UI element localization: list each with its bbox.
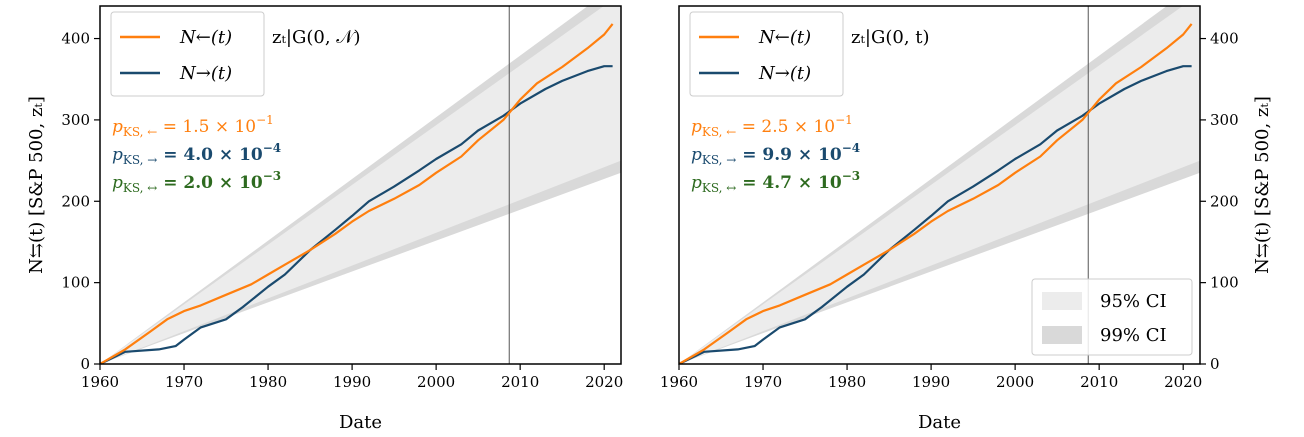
ks-symbol: p: [691, 117, 702, 137]
ks-exponent: −3: [263, 169, 281, 183]
ks-value: = 9.9 × 10: [736, 145, 842, 165]
ks-statistic: pKS, → = 4.0 × 10−4: [112, 141, 281, 167]
x-tick-label: 2000: [417, 373, 455, 391]
ci-legend: 95% CI 99% CI: [1031, 278, 1193, 356]
series-line-backward: [100, 23, 614, 364]
x-tick-label: 2020: [1164, 373, 1202, 391]
legend: N←(t) N→(t): [110, 11, 265, 97]
series-line-forward: [100, 65, 613, 364]
ks-value: = 1.5 × 10: [157, 117, 256, 137]
ks-subscript: KS, →: [123, 153, 157, 167]
y-tick-label: 300: [61, 111, 90, 129]
x-tick-label: 1990: [333, 373, 371, 391]
ci-legend-label: 95% CI: [1100, 291, 1167, 312]
legend-box: [110, 11, 265, 97]
y-tick-label: 0: [1210, 355, 1220, 373]
ks-symbol: p: [691, 173, 702, 193]
x-tick-label: 2010: [501, 373, 539, 391]
chart-panel-right: 1960 1970 1980 1990 2000 2010 2020 0 100 200 300 40…: [660, 5, 1273, 433]
y-tick-label: 400: [61, 30, 90, 48]
ks-symbol: p: [112, 117, 123, 137]
y-tick-label: 400: [1210, 30, 1239, 48]
legend-box: [689, 11, 844, 97]
ks-symbol: p: [112, 145, 123, 165]
x-axis-label: Date: [339, 412, 382, 433]
ks-exponent: −1: [256, 113, 274, 127]
y-tick-label: 200: [61, 192, 90, 210]
axes-frame: [99, 5, 622, 365]
x-tick-label: 1980: [828, 373, 866, 391]
x-tick-label: 1990: [912, 373, 950, 391]
panel-annotation: zₜ|G(0, 𝒩): [272, 27, 361, 48]
y-tick-label: 100: [61, 274, 90, 292]
x-tick-label: 2000: [996, 373, 1034, 391]
ks-exponent: −4: [842, 141, 860, 155]
axes-frame: [678, 5, 1201, 365]
ks-exponent: −1: [835, 113, 853, 127]
x-tick-label: 1980: [249, 373, 287, 391]
ks-subscript: KS, →: [702, 153, 736, 167]
ks-subscript: KS, ↔: [702, 181, 736, 195]
plot-area: [100, 6, 621, 364]
x-tick-label: 1970: [165, 373, 203, 391]
panel-annotation: zₜ|G(0, t): [851, 27, 930, 48]
x-tick-label: 1960: [81, 373, 119, 391]
y-tick-label: 300: [1210, 111, 1239, 129]
legend-label: N→(t): [179, 63, 232, 84]
ks-exponent: −3: [842, 169, 860, 183]
ks-value: = 2.5 × 10: [736, 117, 835, 137]
ks-subscript: KS, ←: [123, 125, 157, 139]
y-tick-label: 200: [1210, 192, 1239, 210]
x-tick-label: 1960: [660, 373, 698, 391]
ks-value: = 4.7 × 10: [736, 173, 842, 193]
ks-value: = 4.0 × 10: [157, 145, 263, 165]
x-tick-label: 1970: [744, 373, 782, 391]
x-axis-label: Date: [918, 412, 961, 433]
y-tick-label: 0: [80, 355, 90, 373]
ks-subscript: KS, ←: [702, 125, 736, 139]
ci-legend-swatch: [1042, 326, 1082, 344]
ci-legend-label: 99% CI: [1100, 325, 1167, 346]
ci-95-band: [100, 6, 621, 364]
ks-statistic: pKS, → = 9.9 × 10−4: [691, 141, 860, 167]
ks-statistic: pKS, ↔ = 2.0 × 10−3: [112, 169, 281, 195]
ks-statistic: pKS, ↔ = 4.7 × 10−3: [691, 169, 860, 195]
ks-symbol: p: [112, 173, 123, 193]
x-tick-label: 2010: [1080, 373, 1118, 391]
ks-statistic: pKS, ← = 2.5 × 10−1: [691, 113, 853, 139]
series-line-forward: [679, 65, 1192, 364]
ks-symbol: p: [691, 145, 702, 165]
series-line-backward: [679, 23, 1193, 364]
y-axis-label: N⇆(t) [S&P 500, zₜ]: [26, 96, 47, 274]
chart-panel-left: 1960 1970 1980 1990 2000 2010 2020 0 100 200 300 40…: [26, 5, 623, 433]
ci-95-band: [679, 6, 1200, 364]
ks-value: = 2.0 × 10: [157, 173, 263, 193]
ks-subscript: KS, ↔: [123, 181, 157, 195]
ci-legend-swatch: [1042, 292, 1082, 310]
legend-label: N←(t): [758, 27, 811, 48]
ks-statistic: pKS, ← = 1.5 × 10−1: [112, 113, 274, 139]
x-tick-label: 2020: [585, 373, 623, 391]
y-axis-label: N⇆(t) [S&P 500, zₜ]: [1252, 96, 1273, 274]
legend-label: N←(t): [179, 27, 232, 48]
ks-exponent: −4: [263, 141, 281, 155]
legend: N←(t) N→(t): [689, 11, 844, 97]
y-tick-label: 100: [1210, 274, 1239, 292]
legend-label: N→(t): [758, 63, 811, 84]
